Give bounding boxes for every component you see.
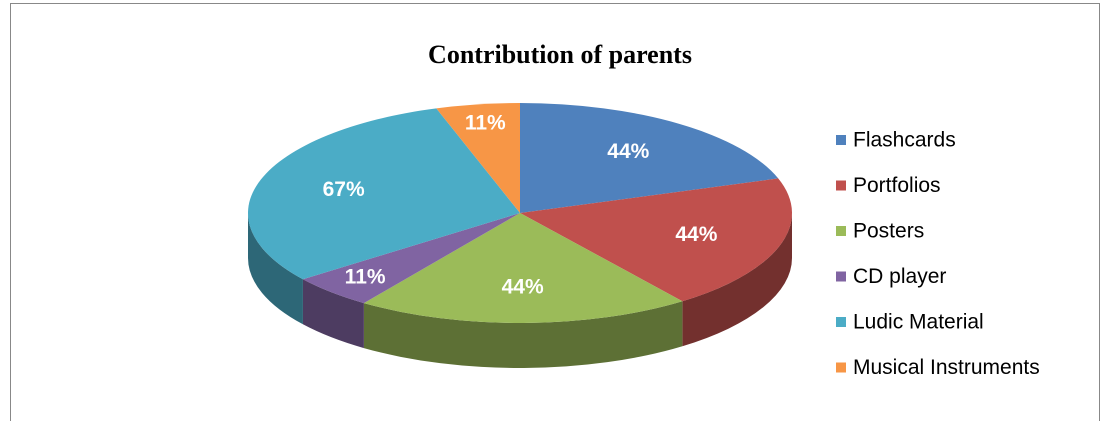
- legend-swatch: [836, 317, 846, 327]
- legend-label: Musical Instruments: [853, 356, 1040, 379]
- pie-slice: [520, 178, 792, 302]
- legend-swatch: [836, 226, 846, 236]
- legend-swatch: [836, 135, 846, 145]
- pie-slice: [363, 213, 683, 324]
- chart-title: Contribution of parents: [428, 40, 692, 69]
- pie-slice: [302, 213, 520, 304]
- legend-swatch: [836, 271, 846, 282]
- legend-label: Flashcards: [853, 129, 956, 152]
- legend-label: Posters: [853, 220, 924, 243]
- data-label: 11%: [465, 111, 506, 134]
- pie-slice-side: [302, 279, 364, 349]
- pie-slice: [520, 103, 779, 213]
- legend-swatch: [836, 180, 846, 191]
- data-label: 44%: [675, 223, 717, 246]
- pie-slice-side: [363, 301, 683, 368]
- chart-frame: [10, 3, 1100, 421]
- data-label: 67%: [323, 178, 365, 201]
- data-label: 44%: [607, 140, 649, 163]
- pie-slice-side: [248, 213, 303, 325]
- data-label: 11%: [345, 265, 386, 288]
- pie-slice: [436, 103, 520, 213]
- pie-slice: [247, 108, 520, 280]
- data-label: 44%: [502, 275, 544, 298]
- legend-label: CD player: [853, 265, 946, 288]
- legend-swatch: [836, 362, 846, 373]
- legend-label: Ludic Material: [853, 311, 984, 334]
- legend-label: Portfolios: [853, 174, 941, 197]
- pie-slice-side: [682, 213, 793, 347]
